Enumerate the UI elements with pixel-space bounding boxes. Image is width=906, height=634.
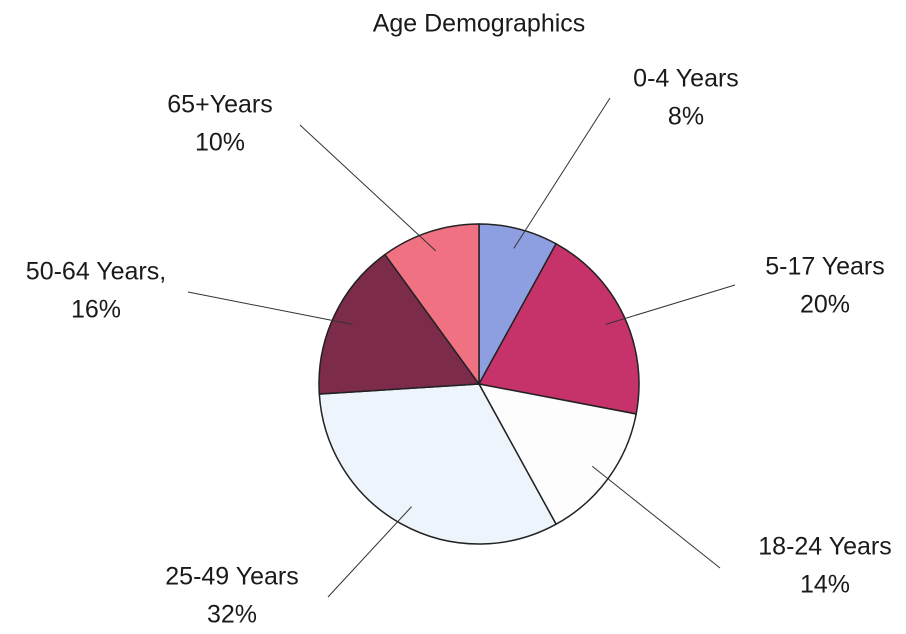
value-label: 20% — [800, 291, 850, 319]
category-label: 65+Years — [167, 91, 272, 119]
category-label: 0-4 Years — [633, 65, 739, 93]
category-label: 5-17 Years — [765, 253, 885, 281]
pie-slice — [318, 253, 481, 395]
value-label: 10% — [195, 129, 245, 157]
leader-line — [187, 291, 353, 325]
category-label: 25-49 Years — [165, 563, 298, 591]
pie-slice — [383, 223, 480, 387]
leader-line — [605, 284, 736, 325]
leader-line — [327, 506, 412, 598]
pie-slice — [318, 383, 558, 545]
value-label: 8% — [668, 103, 704, 131]
leader-line — [299, 124, 437, 252]
category-label: 50-64 Years, — [26, 258, 166, 286]
pie-slice — [477, 242, 640, 415]
value-label: 32% — [207, 601, 257, 629]
leader-line — [591, 465, 721, 569]
category-label: 18-24 Years — [758, 533, 891, 561]
value-label: 14% — [800, 571, 850, 599]
value-label: 16% — [71, 296, 121, 324]
pie-slice — [477, 382, 638, 526]
chart-title: Age Demographics — [373, 10, 586, 38]
leader-line — [513, 97, 611, 249]
